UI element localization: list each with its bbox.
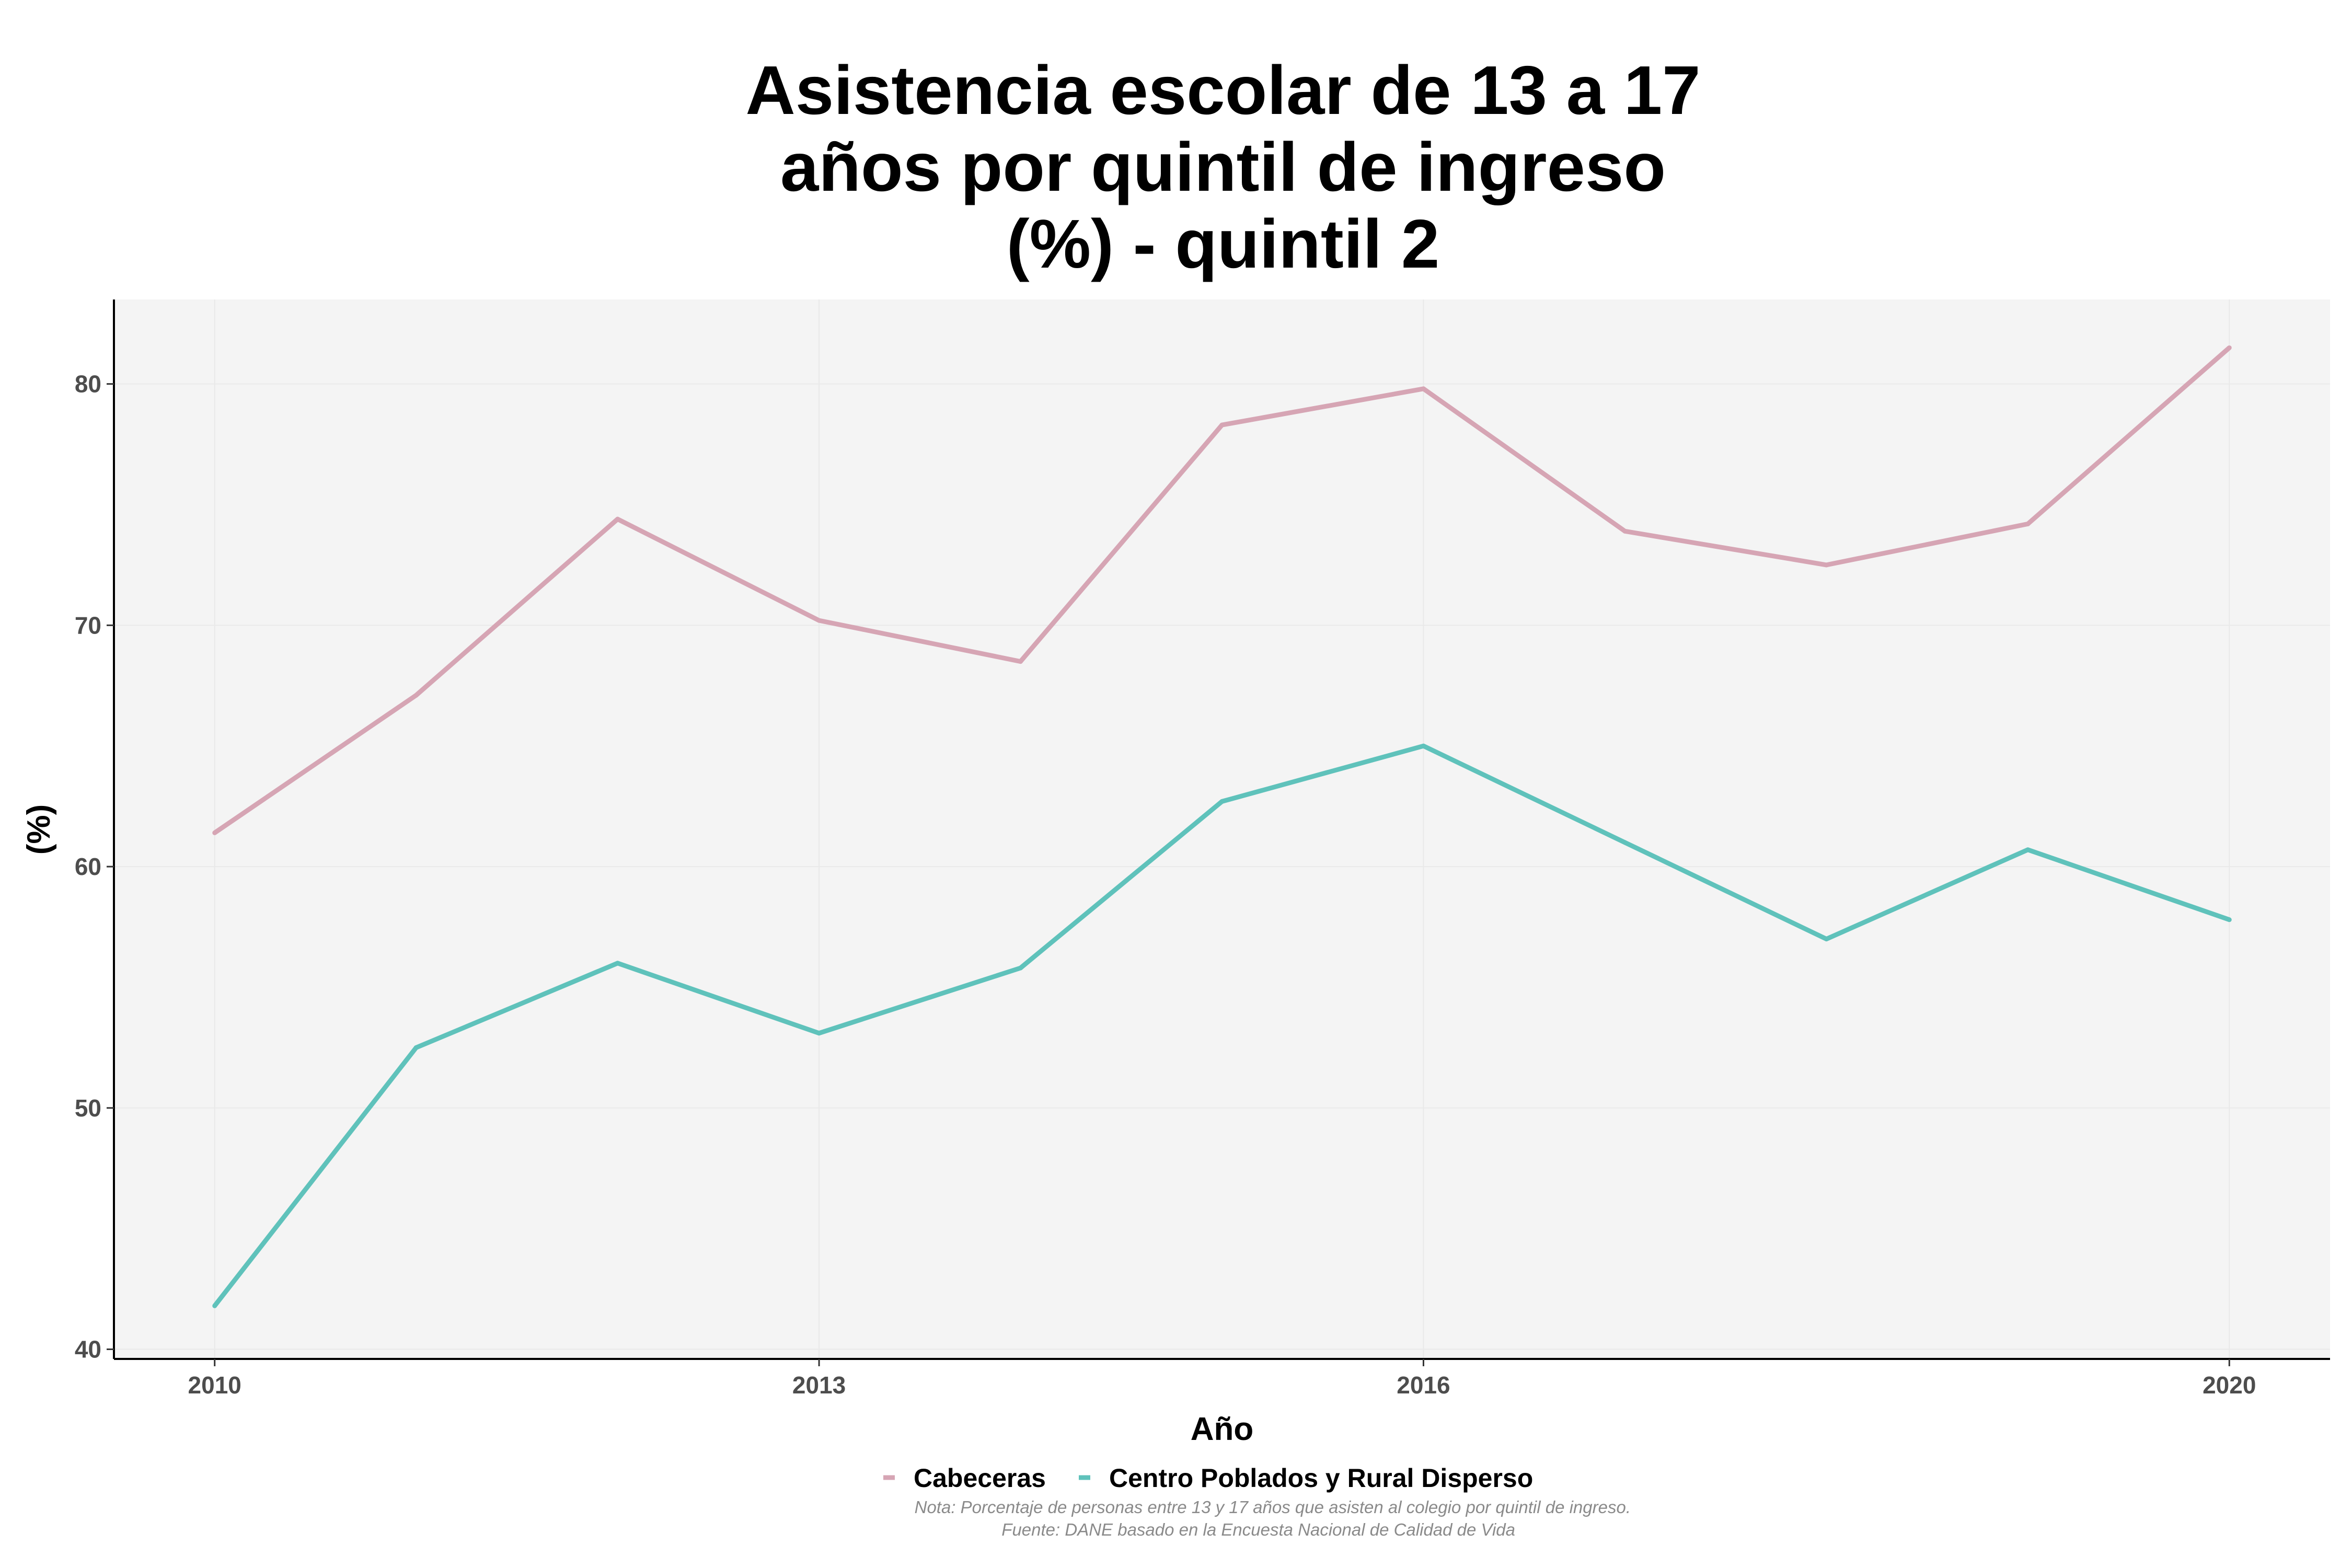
data-point-cabeceras-2014 — [1018, 659, 1023, 664]
data-point-centro-poblados-y-rural-disperso-2015 — [1219, 799, 1225, 804]
axis-ticks: 40 50 60 70 80 2010 2013 2016 2020 — [75, 371, 2256, 1399]
data-point-cabeceras-2018 — [1824, 562, 1829, 568]
data-point-centro-poblados-y-rural-disperso-2016 — [1421, 743, 1426, 748]
legend: Cabeceras Centro Poblados y Rural Disper… — [883, 1463, 1533, 1493]
caption-source: Fuente: DANE basado en la Encuesta Nacio… — [1001, 1520, 1515, 1539]
data-point-cabeceras-2017 — [1622, 528, 1628, 534]
x-tick-label-2020: 2020 — [2203, 1371, 2256, 1399]
grid-layer — [114, 299, 2330, 1359]
y-tick-label-70: 70 — [75, 612, 101, 639]
data-point-centro-poblados-y-rural-disperso-2012 — [615, 961, 620, 966]
data-point-cabeceras-2010 — [212, 830, 217, 835]
data-point-cabeceras-2015 — [1219, 422, 1225, 428]
x-tick-label-2016: 2016 — [1397, 1371, 1450, 1399]
data-point-centro-poblados-y-rural-disperso-2014 — [1018, 965, 1023, 971]
data-point-centro-poblados-y-rural-disperso-2013 — [816, 1031, 822, 1036]
chart-title-line-3: (%) - quintil 2 — [1007, 205, 1440, 282]
data-point-cabeceras-2012 — [615, 516, 620, 522]
legend-label-centro-poblados: Centro Poblados y Rural Disperso — [1109, 1463, 1533, 1493]
x-tick-label-2010: 2010 — [188, 1371, 241, 1399]
x-tick-label-2013: 2013 — [792, 1371, 846, 1399]
y-axis-title: (%) — [21, 804, 57, 855]
legend-label-cabeceras: Cabeceras — [914, 1463, 1046, 1493]
data-point-centro-poblados-y-rural-disperso-2017 — [1622, 840, 1628, 845]
data-point-cabeceras-2019 — [2025, 521, 2031, 526]
data-point-cabeceras-2013 — [816, 618, 822, 623]
y-tick-label-40: 40 — [75, 1336, 101, 1363]
series-layer — [212, 345, 2232, 1308]
data-point-centro-poblados-y-rural-disperso-2020 — [2227, 917, 2232, 923]
data-point-centro-poblados-y-rural-disperso-2018 — [1824, 937, 1829, 942]
x-axis-title: Año — [1191, 1411, 1254, 1447]
data-point-centro-poblados-y-rural-disperso-2019 — [2025, 847, 2031, 852]
data-point-centro-poblados-y-rural-disperso-2010 — [212, 1303, 217, 1308]
caption-note: Nota: Porcentaje de personas entre 13 y … — [915, 1497, 1631, 1517]
data-point-centro-poblados-y-rural-disperso-2011 — [413, 1045, 419, 1050]
data-point-cabeceras-2020 — [2227, 345, 2232, 350]
data-point-cabeceras-2011 — [413, 693, 419, 698]
y-tick-label-50: 50 — [75, 1094, 101, 1122]
plot-panel — [114, 299, 2330, 1359]
data-point-cabeceras-2016 — [1421, 386, 1426, 391]
chart-title-line-2: años por quintil de ingreso — [780, 129, 1666, 205]
chart-title-line-1: Asistencia escolar de 13 a 17 — [745, 52, 1700, 129]
y-tick-label-80: 80 — [75, 371, 101, 398]
y-tick-label-60: 60 — [75, 853, 101, 880]
